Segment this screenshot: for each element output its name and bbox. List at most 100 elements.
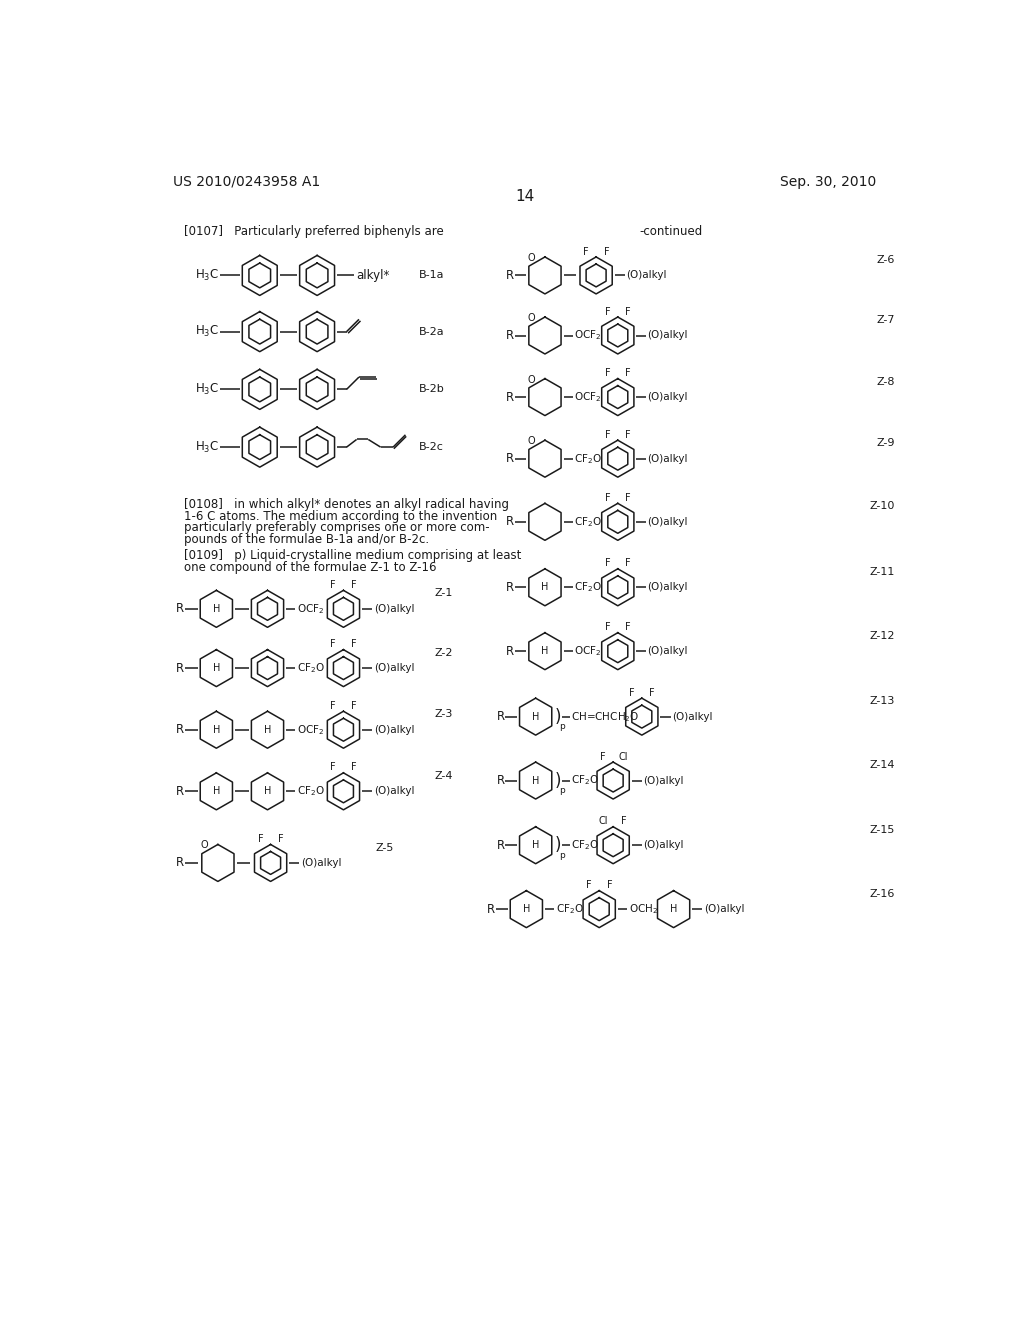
Text: F: F bbox=[626, 492, 631, 503]
Text: Z-16: Z-16 bbox=[869, 888, 895, 899]
Text: (O)alkyl: (O)alkyl bbox=[374, 663, 414, 673]
Text: OCF$_2$: OCF$_2$ bbox=[574, 329, 602, 342]
Text: ): ) bbox=[554, 772, 561, 789]
Text: Z-13: Z-13 bbox=[869, 696, 895, 706]
Text: -continued: -continued bbox=[639, 224, 702, 238]
Text: (O)alkyl: (O)alkyl bbox=[647, 392, 688, 403]
Text: R: R bbox=[176, 723, 183, 737]
Text: OCF$_2$: OCF$_2$ bbox=[574, 391, 602, 404]
Text: [0108]   in which alkyl* denotes an alkyl radical having: [0108] in which alkyl* denotes an alkyl … bbox=[183, 499, 509, 511]
Text: particularly preferably comprises one or more com-: particularly preferably comprises one or… bbox=[183, 521, 489, 535]
Text: R: R bbox=[497, 710, 505, 723]
Text: F: F bbox=[629, 688, 635, 698]
Text: F: F bbox=[626, 558, 631, 569]
Text: Z-15: Z-15 bbox=[869, 825, 895, 834]
Text: F: F bbox=[331, 701, 336, 711]
Text: R: R bbox=[176, 857, 183, 870]
Text: H: H bbox=[213, 603, 220, 614]
Text: H: H bbox=[264, 787, 271, 796]
Text: F: F bbox=[603, 247, 609, 256]
Text: B-2c: B-2c bbox=[419, 442, 443, 453]
Text: Z-4: Z-4 bbox=[434, 771, 453, 781]
Text: F: F bbox=[605, 622, 610, 632]
Text: R: R bbox=[506, 581, 514, 594]
Text: OCF$_2$: OCF$_2$ bbox=[297, 723, 325, 737]
Text: F: F bbox=[626, 430, 631, 440]
Text: R: R bbox=[506, 329, 514, 342]
Text: Z-2: Z-2 bbox=[434, 648, 453, 657]
Text: p: p bbox=[559, 787, 564, 795]
Text: H: H bbox=[213, 787, 220, 796]
Text: (O)alkyl: (O)alkyl bbox=[301, 858, 341, 869]
Text: alkyl*: alkyl* bbox=[356, 269, 389, 282]
Text: (O)alkyl: (O)alkyl bbox=[374, 603, 414, 614]
Text: CH=CHCH$_2$O: CH=CHCH$_2$O bbox=[571, 710, 640, 723]
Text: OCF$_2$: OCF$_2$ bbox=[297, 602, 325, 615]
Text: O: O bbox=[528, 436, 536, 446]
Text: [0109]   p) Liquid-crystalline medium comprising at least: [0109] p) Liquid-crystalline medium comp… bbox=[183, 549, 521, 562]
Text: CF$_2$O: CF$_2$O bbox=[574, 581, 602, 594]
Text: Z-7: Z-7 bbox=[877, 315, 895, 325]
Text: F: F bbox=[258, 834, 263, 843]
Text: US 2010/0243958 A1: US 2010/0243958 A1 bbox=[173, 174, 321, 189]
Text: Cl: Cl bbox=[598, 816, 607, 826]
Text: Sep. 30, 2010: Sep. 30, 2010 bbox=[780, 174, 877, 189]
Text: OCH$_2$: OCH$_2$ bbox=[629, 903, 657, 916]
Text: R: R bbox=[497, 774, 505, 787]
Text: R: R bbox=[176, 785, 183, 797]
Text: F: F bbox=[351, 763, 356, 772]
Text: Z-9: Z-9 bbox=[877, 438, 895, 449]
Text: H: H bbox=[542, 647, 549, 656]
Text: Z-11: Z-11 bbox=[869, 566, 895, 577]
Text: F: F bbox=[626, 622, 631, 632]
Text: B-2b: B-2b bbox=[419, 384, 444, 395]
Text: CF$_2$O: CF$_2$O bbox=[574, 451, 602, 466]
Text: F: F bbox=[606, 880, 612, 890]
Text: R: R bbox=[506, 453, 514, 465]
Text: one compound of the formulae Z-1 to Z-16: one compound of the formulae Z-1 to Z-16 bbox=[183, 561, 436, 574]
Text: F: F bbox=[621, 816, 627, 826]
Text: O: O bbox=[201, 841, 209, 850]
Text: F: F bbox=[331, 763, 336, 772]
Text: F: F bbox=[586, 880, 592, 890]
Text: F: F bbox=[331, 639, 336, 649]
Text: F: F bbox=[331, 579, 336, 590]
Text: (O)alkyl: (O)alkyl bbox=[374, 725, 414, 735]
Text: Z-14: Z-14 bbox=[869, 760, 895, 770]
Text: F: F bbox=[626, 368, 631, 379]
Text: CF$_2$O: CF$_2$O bbox=[571, 838, 599, 853]
Text: F: F bbox=[605, 430, 610, 440]
Text: F: F bbox=[351, 701, 356, 711]
Text: R: R bbox=[176, 661, 183, 675]
Text: R: R bbox=[487, 903, 496, 916]
Text: F: F bbox=[626, 306, 631, 317]
Text: (O)alkyl: (O)alkyl bbox=[643, 841, 684, 850]
Text: (O)alkyl: (O)alkyl bbox=[672, 711, 713, 722]
Text: H: H bbox=[264, 725, 271, 735]
Text: [0107]   Particularly preferred biphenyls are: [0107] Particularly preferred biphenyls … bbox=[183, 224, 443, 238]
Text: (O)alkyl: (O)alkyl bbox=[703, 904, 744, 915]
Text: F: F bbox=[583, 247, 589, 256]
Text: H: H bbox=[531, 776, 540, 785]
Text: 14: 14 bbox=[515, 189, 535, 205]
Text: (O)alkyl: (O)alkyl bbox=[647, 517, 688, 527]
Text: OCF$_2$: OCF$_2$ bbox=[574, 644, 602, 659]
Text: O: O bbox=[528, 375, 536, 384]
Text: H$_3$C: H$_3$C bbox=[196, 268, 219, 282]
Text: Cl: Cl bbox=[618, 751, 628, 762]
Text: H: H bbox=[670, 904, 677, 915]
Text: Z-6: Z-6 bbox=[877, 255, 895, 265]
Text: CF$_2$O: CF$_2$O bbox=[556, 903, 584, 916]
Text: H: H bbox=[213, 725, 220, 735]
Text: (O)alkyl: (O)alkyl bbox=[647, 647, 688, 656]
Text: pounds of the formulae B-1a and/or B-2c.: pounds of the formulae B-1a and/or B-2c. bbox=[183, 533, 429, 546]
Text: (O)alkyl: (O)alkyl bbox=[647, 454, 688, 463]
Text: H: H bbox=[542, 582, 549, 593]
Text: R: R bbox=[506, 391, 514, 404]
Text: O: O bbox=[528, 253, 536, 263]
Text: p: p bbox=[559, 851, 564, 859]
Text: (O)alkyl: (O)alkyl bbox=[647, 582, 688, 593]
Text: (O)alkyl: (O)alkyl bbox=[374, 787, 414, 796]
Text: R: R bbox=[497, 838, 505, 851]
Text: p: p bbox=[559, 722, 564, 731]
